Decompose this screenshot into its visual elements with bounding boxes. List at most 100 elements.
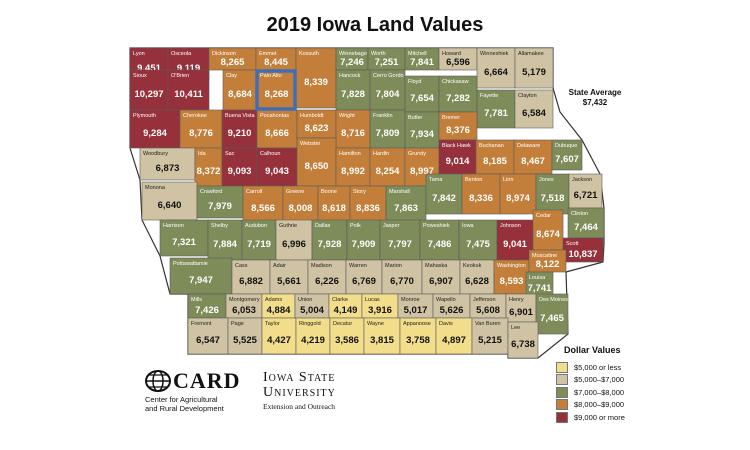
county-value: 6,640 [158,200,182,211]
county-fill [513,139,553,175]
legend-swatch [556,361,568,373]
county-value: 4,884 [267,305,291,316]
county-name: Humboldt [300,113,324,119]
county-webster: Webster 8,650 [296,137,337,187]
county-value: 7,781 [484,108,508,119]
county-name: Carroll [246,189,262,195]
county-fill [535,293,569,335]
county-adams: Adams 4,884 [261,293,296,319]
county-name: Chickasaw [442,79,469,85]
county-name: Lyon [133,51,145,57]
county-fill [349,185,387,223]
county-value: 6,226 [315,276,339,287]
county-name: Page [231,321,244,327]
county-fill [159,219,209,257]
county-name: Poweshiek [423,223,450,229]
county-value: 6,596 [446,57,470,68]
county-value: 7,518 [541,193,565,204]
county-value: 8,336 [469,193,493,204]
county-value: 4,149 [334,305,358,316]
county-mills: Mills 7,426 [187,293,227,319]
county-clarke: Clarke 4,149 [328,293,363,319]
county-value: 9,284 [143,128,167,139]
county-value: 7,246 [340,57,364,68]
county-value: 5,608 [476,305,500,316]
county-name: Osceola [171,51,192,57]
county-value: 8,008 [289,203,313,214]
legend-item: $5,000 or less [556,361,686,374]
county-black-hawk: Black Hawk 9,014 [438,139,477,175]
county-fill [438,75,478,113]
county-value: 7,475 [466,239,490,250]
county-value: 9,093 [228,166,252,177]
county-name: Henry [509,297,524,303]
county-fill [369,69,406,111]
county-value: 7,841 [410,57,434,68]
county-name: O'Brien [171,73,189,79]
county-value: 8,566 [251,203,275,214]
county-name: Adams [265,297,282,303]
county-name: Sioux [133,73,147,79]
county-name: Webster [300,141,321,147]
palo-alto-highlight-box [255,69,297,111]
county-hardin: Hardin 8,254 [369,147,406,187]
county-value: 5,661 [277,276,301,287]
county-name: Franklin [373,113,393,119]
county-washington: Washington 8,593 [493,259,530,295]
county-value: 8,593 [500,276,524,287]
county-value: 7,654 [410,93,434,104]
county-name: Hancock [339,73,361,79]
card-wordmark: CARD [173,368,241,393]
county-value: 7,909 [352,239,376,250]
isu-wordmark-line: Iowa State [263,370,336,385]
legend-swatch [556,399,568,411]
county-fill [381,259,423,295]
county-name: Des Moines [539,297,568,303]
county-value: 8,618 [322,203,346,214]
map-title: 2019 Iowa Land Values [266,14,484,36]
county-value: 7,979 [208,201,232,212]
county-fill [499,173,537,215]
county-fill [458,219,498,261]
county-name: Boone [321,189,337,195]
county-fill [361,293,399,319]
legend-label: $5,000–$7,000 [574,375,625,385]
county-value: 6,882 [239,276,263,287]
county-fill [551,139,583,171]
county-name: Fayette [480,93,498,99]
county-boone: Boone 8,618 [317,185,351,223]
county-name: Wright [339,113,355,119]
county-name: Worth [371,51,386,57]
county-value: 8,339 [304,77,328,88]
county-value: 9,451 [137,63,161,74]
county-fill [225,293,263,319]
county-value: 7,797 [388,239,412,250]
county-marion: Marion 6,770 [381,259,423,295]
county-value: 3,586 [335,335,359,346]
county-clayton: Clayton 6,584 [514,89,554,129]
county-johnson: Johnson 9,041 [496,219,534,261]
county-fill [295,47,337,109]
county-sac: Sac 9,093 [221,147,258,187]
county-name: Ringgold [299,321,321,327]
county-name: Washington [497,263,526,269]
county-name: Audubon [245,223,267,229]
county-poweshiek: Poweshiek 7,486 [419,219,460,261]
legend-item: $5,000–$7,000 [556,374,686,387]
county-value: 6,770 [390,276,414,287]
county-name: Delaware [517,143,540,149]
county-fill [525,271,554,297]
county-decatur: Decatur 3,586 [329,317,365,355]
county-fill [369,147,406,187]
legend-label: $9,000 or more [574,412,625,422]
county-fill [514,47,554,89]
county-value: 7,321 [172,237,196,248]
county-value: 8,467 [521,156,545,167]
county-name: Palo Alto [260,73,282,79]
county-clinton: Clinton 7,464 [567,207,605,239]
county-value: 7,465 [540,313,564,324]
county-fill [335,69,371,111]
county-value: 5,525 [233,335,257,346]
county-name: Calhoun [260,151,281,157]
